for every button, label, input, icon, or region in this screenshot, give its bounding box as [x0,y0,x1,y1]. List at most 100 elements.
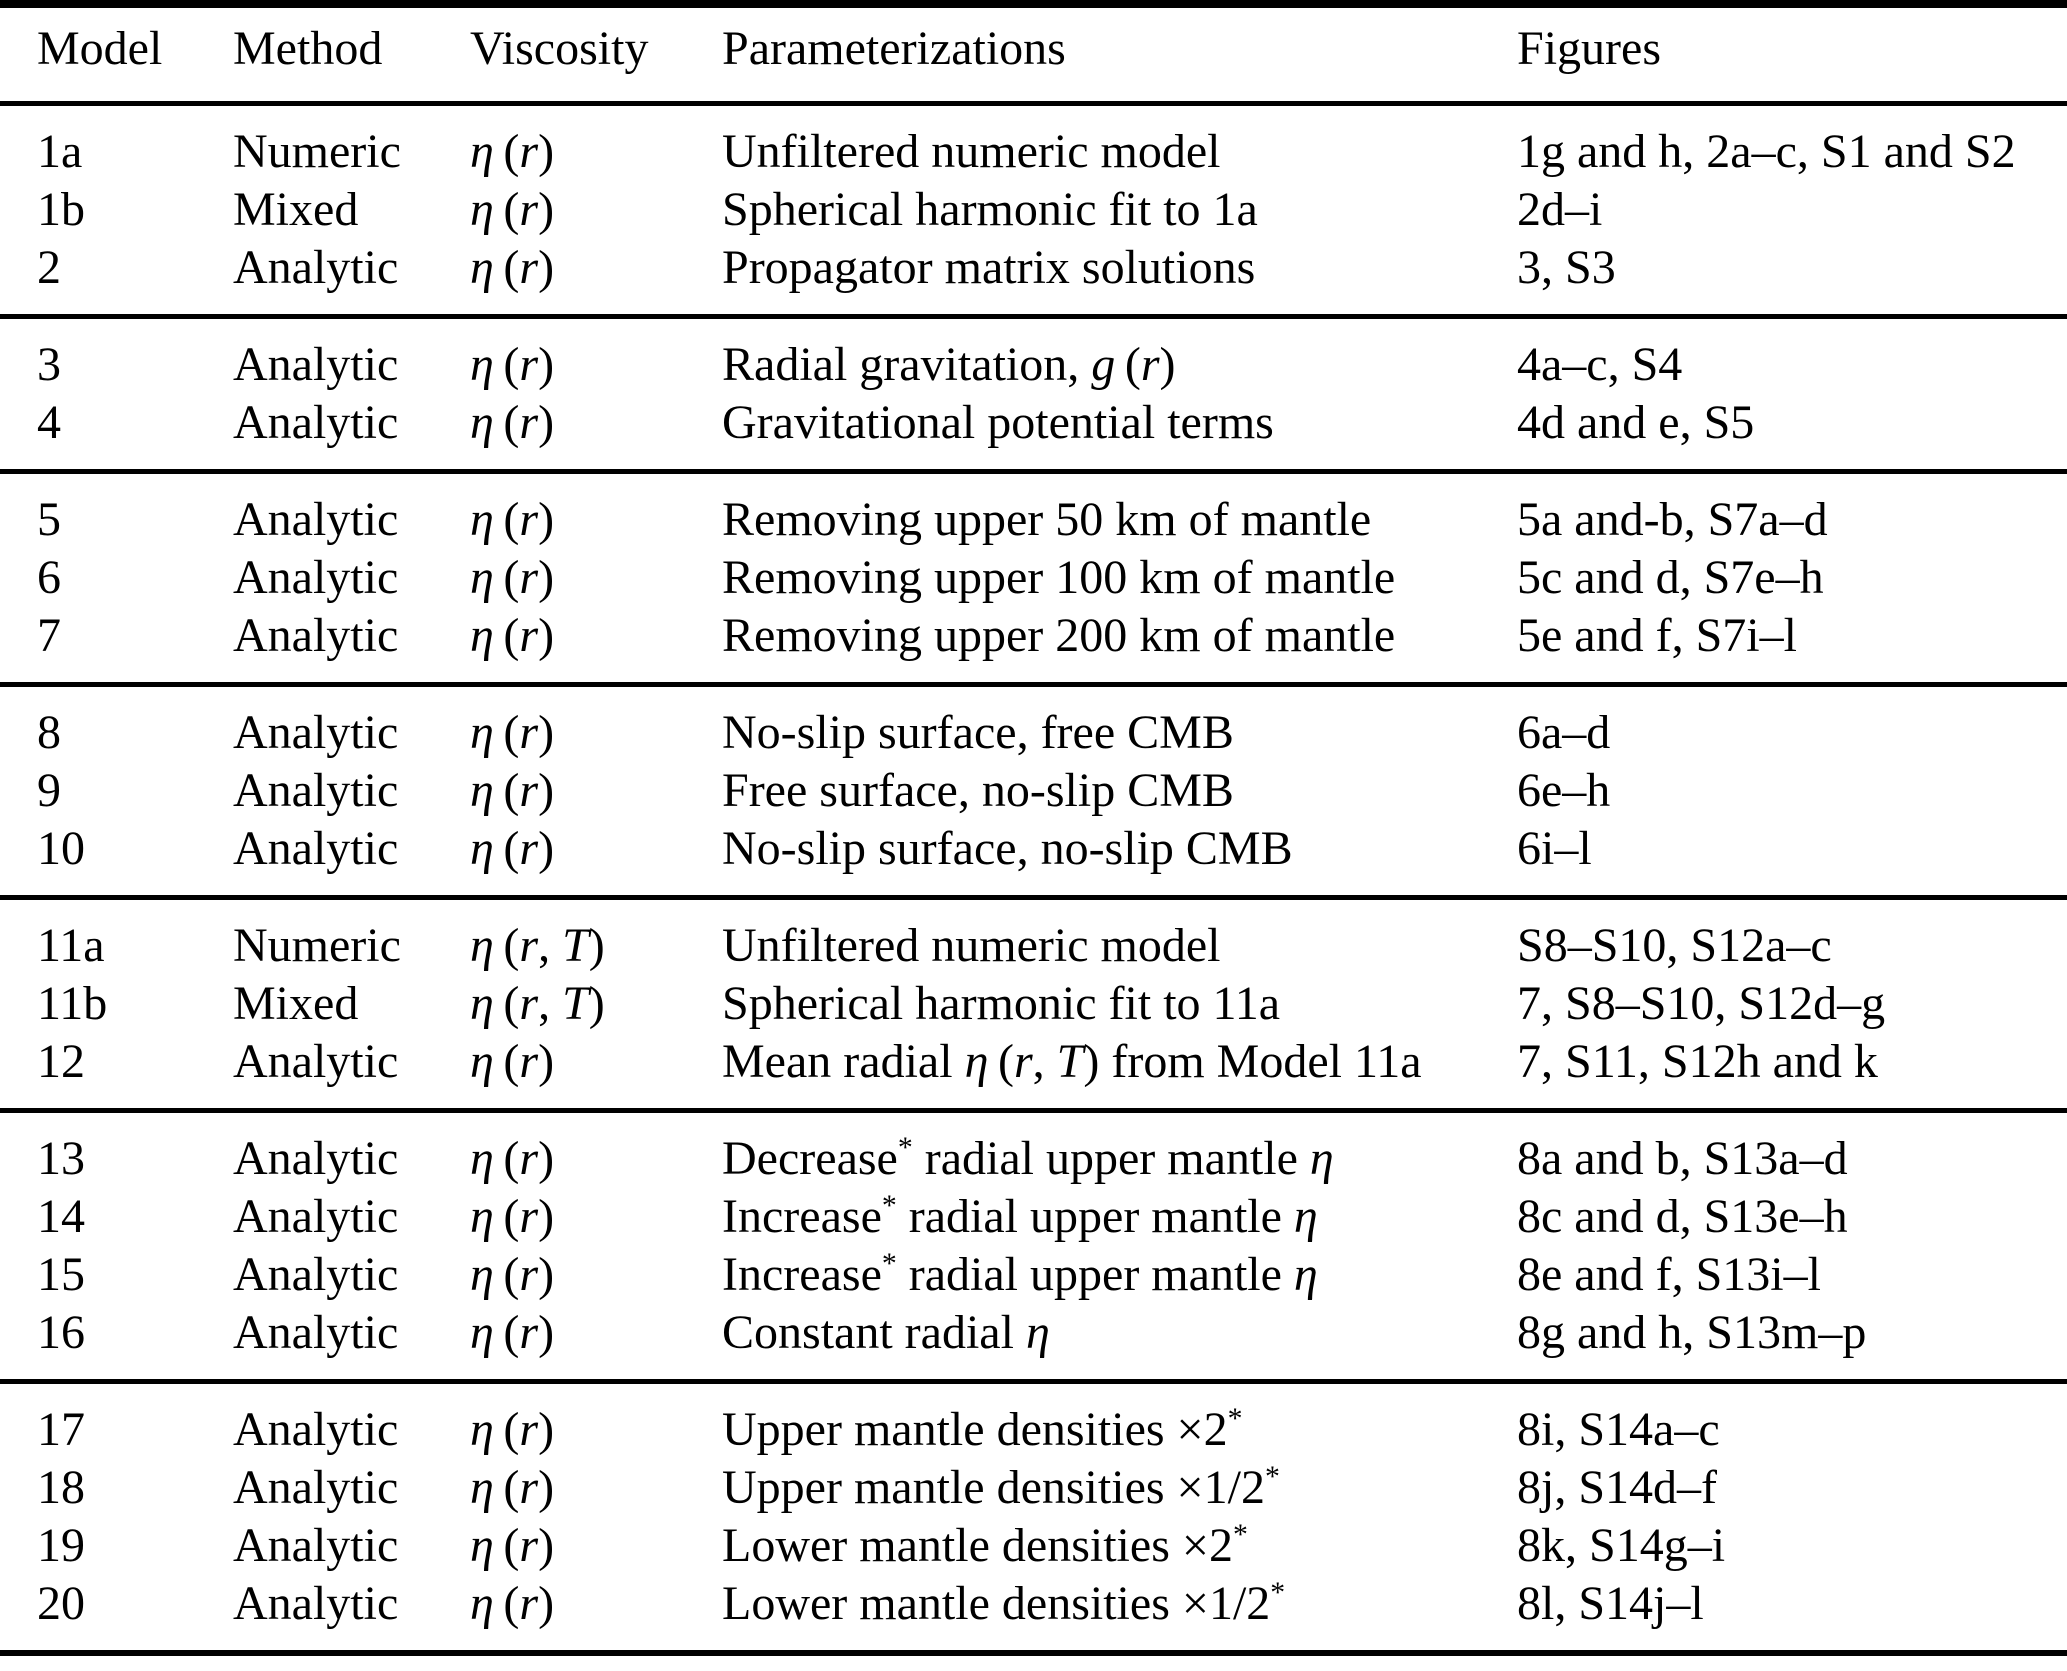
model-cell: 3 [37,338,61,391]
figures-cell: S8–S10, S12a–c [1517,919,1832,972]
parameterization-cell: Unfiltered numeric model [722,919,1221,972]
parameterization-cell: Gravitational potential terms [722,396,1274,449]
model-group-5: 11a Numeric η (r, T) Unfiltered numeric mod… [0,897,2067,1111]
figures-cell: 8l, S14j–l [1517,1577,1704,1630]
parameterization-cell: Increase* radial upper mantle η [722,1189,1318,1243]
method-cell: Analytic [233,706,399,759]
viscosity-cell: η (r, T) [470,919,605,972]
figures-cell: 8e and f, S13i–l [1517,1248,1821,1301]
method-cell: Numeric [233,919,401,972]
figures-cell: 5c and d, S7e–h [1517,551,1824,604]
viscosity-cell: η (r) [470,1132,555,1185]
viscosity-cell: η (r) [470,706,555,759]
table-row-model-14: 14 Analytic η (r) Increase* radial upper ma… [0,1188,2067,1246]
method-cell: Analytic [233,396,399,449]
model-cell: 4 [37,396,61,449]
model-cell: 1b [37,183,85,236]
parameterization-cell: No-slip surface, free CMB [722,706,1234,759]
table-row-model-1b: 1b Mixed η (r) Spherical harmonic fit to 1a… [0,181,2067,239]
model-group-7: 17 Analytic η (r) Upper mantle densities ×2… [0,1381,2067,1654]
figures-cell: 6i–l [1517,822,1592,875]
table-header: Model Method Viscosity Parameterizations… [0,4,2067,106]
table-row-model-5: 5 Analytic η (r) Removing upper 50 km of ma… [0,472,2067,550]
figures-cell: 4a–c, S4 [1517,338,1683,391]
parameterization-cell: Spherical harmonic fit to 1a [722,183,1258,236]
viscosity-cell: η (r, T) [470,977,605,1030]
figures-cell: 8g and h, S13m–p [1517,1306,1867,1359]
col-header-method: Method [233,4,470,106]
model-cell: 19 [37,1519,85,1572]
method-cell: Analytic [233,1190,399,1243]
table-row-model-19: 19 Analytic η (r) Lower mantle densities ×2… [0,1517,2067,1575]
method-cell: Analytic [233,1132,399,1185]
viscosity-cell: η (r) [470,1190,555,1243]
parameterization-cell: Decrease* radial upper mantle η [722,1131,1334,1185]
parameterization-cell: Lower mantle densities ×1/2* [722,1576,1286,1630]
model-group-1: 1a Numeric η (r) Unfiltered numeric model 1g… [0,103,2067,317]
parameterization-cell: Unfiltered numeric model [722,125,1221,178]
viscosity-cell: η (r) [470,1035,555,1088]
viscosity-cell: η (r) [470,1519,555,1572]
viscosity-cell: η (r) [470,609,555,662]
method-cell: Analytic [233,338,399,391]
viscosity-cell: η (r) [470,493,555,546]
header-row: Model Method Viscosity Parameterizations… [0,4,2067,106]
parameterization-cell: Spherical harmonic fit to 11a [722,977,1281,1030]
col-header-model: Model [0,4,233,106]
figures-cell: 1g and h, 2a–c, S1 and S2 [1517,125,2016,178]
model-group-3: 5 Analytic η (r) Removing upper 50 km of ma… [0,471,2067,685]
table-row-model-15: 15 Analytic η (r) Increase* radial upper ma… [0,1246,2067,1304]
table-row-model-12: 12 Analytic η (r) Mean radial η (r, T) from… [0,1033,2067,1111]
table-row-model-11b: 11b Mixed η (r, T) Spherical harmonic fit t… [0,975,2067,1033]
figures-cell: 8c and d, S13e–h [1517,1190,1848,1243]
table-row-model-13: 13 Analytic η (r) Decrease* radial upper ma… [0,1111,2067,1189]
method-cell: Analytic [233,1248,399,1301]
figures-cell: 5a and-b, S7a–d [1517,493,1828,546]
parameterization-cell: Free surface, no-slip CMB [722,764,1234,817]
viscosity-cell: η (r) [470,396,555,449]
figures-cell: 5e and f, S7i–l [1517,609,1797,662]
viscosity-cell: η (r) [470,1306,555,1359]
viscosity-cell: η (r) [470,183,555,236]
table-row-model-2: 2 Analytic η (r) Propagator matrix solution… [0,239,2067,317]
figures-cell: 8a and b, S13a–d [1517,1132,1848,1185]
parameterization-cell: Upper mantle densities ×1/2* [722,1460,1280,1514]
method-cell: Analytic [233,609,399,662]
table-row-model-6: 6 Analytic η (r) Removing upper 100 km of m… [0,549,2067,607]
figures-cell: 8k, S14g–i [1517,1519,1726,1572]
model-cell: 7 [37,609,61,662]
table-row-model-7: 7 Analytic η (r) Removing upper 200 km of m… [0,607,2067,685]
table-row-model-3: 3 Analytic η (r) Radial gravitation, g (r) 4… [0,317,2067,395]
method-cell: Analytic [233,1306,399,1359]
model-cell: 10 [37,822,85,875]
method-cell: Analytic [233,822,399,875]
table-row-model-9: 9 Analytic η (r) Free surface, no-slip CMB 6… [0,762,2067,820]
parameterization-cell: Removing upper 200 km of mantle [722,609,1396,662]
parameterization-cell: Radial gravitation, g (r) [722,338,1176,391]
viscosity-cell: η (r) [470,1248,555,1301]
figures-cell: 7, S11, S12h and k [1517,1035,1878,1088]
table-row-model-1a: 1a Numeric η (r) Unfiltered numeric model 1g… [0,104,2067,182]
figures-cell: 6e–h [1517,764,1611,817]
figures-cell: 8i, S14a–c [1517,1403,1720,1456]
viscosity-cell: η (r) [470,1403,555,1456]
table-row-model-10: 10 Analytic η (r) No-slip surface, no-slip … [0,820,2067,898]
model-cell: 11b [37,977,108,1030]
viscosity-cell: η (r) [470,1577,555,1630]
model-cell: 1a [37,125,83,178]
viscosity-cell: η (r) [470,764,555,817]
model-cell: 2 [37,241,61,294]
method-cell: Analytic [233,1519,399,1572]
model-cell: 18 [37,1461,85,1514]
model-cell: 5 [37,493,61,546]
model-cell: 16 [37,1306,85,1359]
parameterization-cell: Removing upper 100 km of mantle [722,551,1396,604]
figures-cell: 6a–d [1517,706,1611,759]
viscosity-cell: η (r) [470,241,555,294]
method-cell: Analytic [233,1403,399,1456]
method-cell: Analytic [233,551,399,604]
table-row-model-17: 17 Analytic η (r) Upper mantle densities ×2… [0,1382,2067,1460]
model-cell: 17 [37,1403,85,1456]
model-cell: 20 [37,1577,85,1630]
